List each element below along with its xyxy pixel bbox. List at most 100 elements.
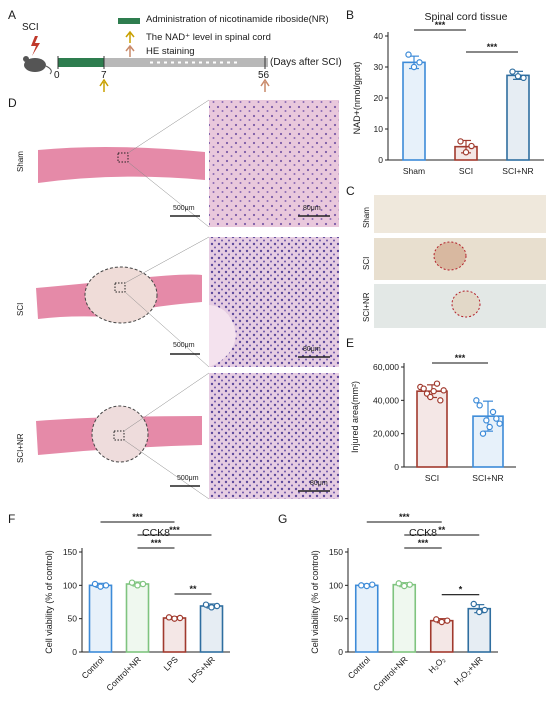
data-point	[358, 582, 365, 589]
sham-photo	[374, 195, 546, 233]
mouse-icon	[24, 58, 46, 72]
data-point	[483, 417, 490, 424]
significance-label: ***	[455, 353, 466, 363]
x-tick-label: Control+NR	[371, 654, 410, 693]
gross-spinal-cord-photos	[358, 190, 546, 334]
c-row-label-sci: SCI	[362, 256, 371, 270]
significance-label: **	[189, 584, 197, 594]
data-point	[369, 581, 376, 588]
data-point	[437, 397, 444, 404]
data-point	[165, 614, 173, 621]
bar	[402, 61, 426, 161]
data-point	[479, 430, 487, 437]
data-point	[520, 74, 527, 82]
data-point	[476, 402, 483, 409]
y-tick-label: 50	[68, 614, 78, 624]
data-point	[470, 600, 477, 608]
chart-e-injured-area: 0 20,000 40,000 60,000 Injured area(mm²) SCI S…	[350, 353, 516, 483]
scale-low-sham: 500μm	[173, 205, 195, 212]
significance-label: ***	[151, 538, 162, 548]
x-tick-label: H₂O₂+NR	[452, 654, 485, 687]
significance-label: ***	[399, 512, 410, 522]
legend-nad-arrow-icon	[125, 30, 135, 43]
y-tick-label: 20	[374, 93, 384, 103]
y-tick-label: 20,000	[373, 429, 399, 439]
chart-title: CCK8	[142, 527, 170, 539]
x-tick-label: Control	[79, 654, 106, 681]
y-tick-label: 100	[329, 580, 343, 590]
significance-label: ***	[487, 42, 498, 52]
nad-timepoint-arrow-icon	[99, 78, 109, 92]
c-row-label-sham: Sham	[362, 207, 371, 228]
data-point	[171, 615, 178, 622]
y-axis-label: Injured area(mm²)	[350, 381, 360, 453]
data-point	[208, 604, 215, 611]
significance-label: ***	[435, 20, 446, 30]
significance-label: **	[438, 525, 446, 535]
data-point	[496, 420, 503, 427]
he-staining-figure	[36, 99, 339, 500]
legend-nad-text: The NAD⁺ level in spinal cord	[146, 32, 271, 43]
he-staining-panel	[0, 95, 345, 505]
y-tick-label: 40,000	[373, 395, 399, 405]
data-point	[395, 580, 402, 587]
data-point	[128, 579, 136, 586]
data-point	[514, 73, 522, 80]
y-tick-label: 150	[329, 547, 343, 557]
data-point	[430, 387, 437, 395]
panel-label-d: D	[8, 96, 17, 110]
x-tick-label: SCI+NR	[472, 473, 503, 483]
panel-label-b: B	[346, 8, 355, 22]
d-row-label-sci: SCI	[16, 302, 25, 316]
chart-title: Spinal cord tissue	[425, 11, 508, 23]
x-tick-label: SCI	[425, 473, 439, 483]
timeline-nr-segment	[58, 58, 104, 67]
timeline-axis-caption: (Days after SCI)	[270, 57, 342, 68]
scale-high-sci: 80μm	[303, 346, 321, 353]
y-axis-label: Cell viability (% of control)	[44, 550, 54, 654]
tick-0: 0	[54, 70, 60, 81]
data-point	[476, 608, 483, 616]
significance-label: ***	[418, 538, 429, 548]
x-tick-label: LPS	[161, 654, 180, 673]
data-point	[176, 614, 184, 622]
panel-label-a: A	[8, 8, 17, 22]
panel-label-c: C	[346, 184, 355, 198]
data-point	[486, 423, 493, 431]
timeline-diagram	[23, 18, 270, 92]
y-tick-label: 0	[394, 462, 399, 472]
legend-nr-text: Administration of nicotinamide riboside(…	[146, 14, 329, 25]
data-point	[91, 580, 99, 588]
data-point	[202, 601, 210, 608]
injury-lightning-icon	[31, 36, 40, 56]
bar	[416, 390, 448, 468]
timeline-panel	[0, 0, 340, 100]
data-point	[363, 582, 370, 590]
panel-label-e: E	[346, 336, 355, 350]
data-point	[406, 581, 413, 588]
y-tick-label: 40	[374, 31, 384, 41]
bar	[429, 619, 454, 653]
data-point	[410, 63, 418, 71]
x-tick-label: Control+NR	[104, 654, 143, 693]
data-point	[433, 616, 440, 623]
y-tick-label: 0	[378, 155, 383, 165]
bar	[162, 617, 187, 653]
chart-b-nad-level: Spinal cord tissue 0 10 20 30 40 NAD+(nmol/gpr…	[352, 11, 544, 176]
chart-title: CCK8	[409, 527, 437, 539]
bar	[199, 605, 224, 653]
scale-high-sci-nr: 80μm	[310, 480, 328, 487]
y-tick-label: 100	[63, 580, 77, 590]
x-tick-label: SCI	[459, 166, 473, 176]
legend-he-text: HE staining	[146, 46, 195, 57]
y-tick-label: 150	[63, 547, 77, 557]
he-timepoint-arrow-icon	[260, 78, 270, 92]
sham-low-mag-section	[38, 146, 205, 183]
significance-label: ***	[169, 525, 180, 535]
data-point	[433, 380, 441, 387]
data-point	[481, 606, 488, 614]
c-row-label-sci-nr: SCI+NR	[362, 292, 371, 322]
sci-nr-high-mag-image	[209, 373, 339, 499]
data-point	[405, 51, 412, 58]
scale-high-sham: 80μm	[303, 205, 321, 212]
